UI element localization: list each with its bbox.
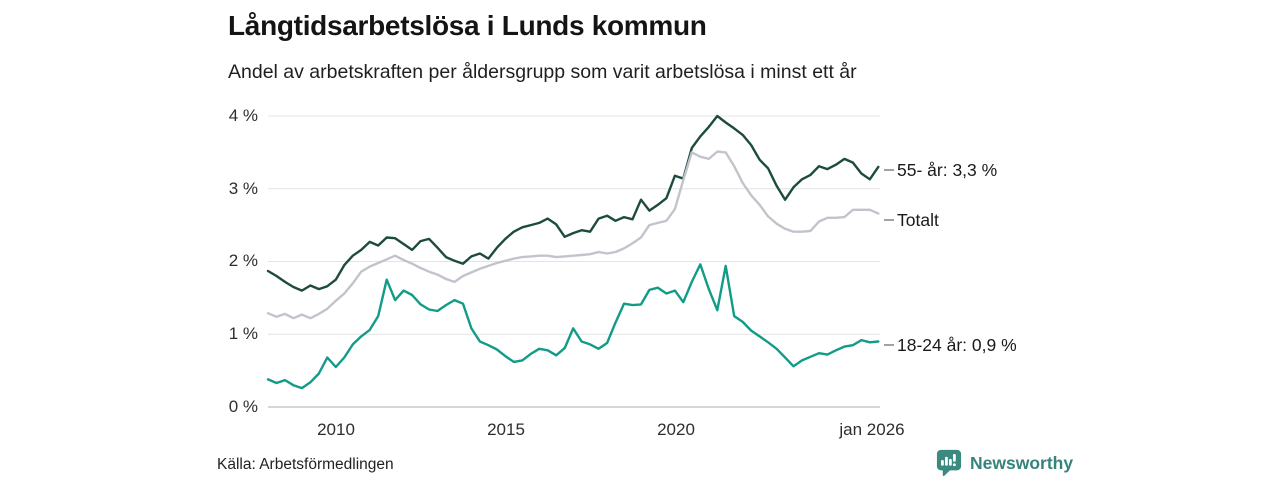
source-note: Källa: Arbetsförmedlingen [217,456,394,473]
page-subtitle: Andel av arbetskraften per åldersgrupp s… [228,61,857,83]
series-end-label-total: Totalt [897,210,939,230]
series-line-0 [266,114,880,292]
y-axis-tick: 3 % [228,179,258,198]
series-line-1 [266,150,880,320]
newsworthy-logo-icon [936,449,962,476]
x-axis-tick: 2020 [657,420,695,439]
y-axis-tick: 1 % [228,324,258,343]
brand-lockup: Newsworthy [936,448,1280,478]
y-axis-tick: 0 % [228,397,258,416]
y-axis-tick: 2 % [228,251,258,270]
series-end-label-55: 55- år: 3,3 % [897,160,998,180]
x-axis-tick: jan 2026 [839,420,905,439]
brand-name: Newsworthy [970,452,1074,473]
x-axis-tick: 2015 [487,420,525,439]
x-axis-tick: 2010 [317,420,355,439]
y-axis-tick: 4 % [228,106,258,125]
series-line-2 [266,263,880,390]
page-title: Långtidsarbetslösa i Lunds kommun [228,10,707,41]
series-end-label-18-24: 18-24 år: 0,9 % [897,335,1017,355]
